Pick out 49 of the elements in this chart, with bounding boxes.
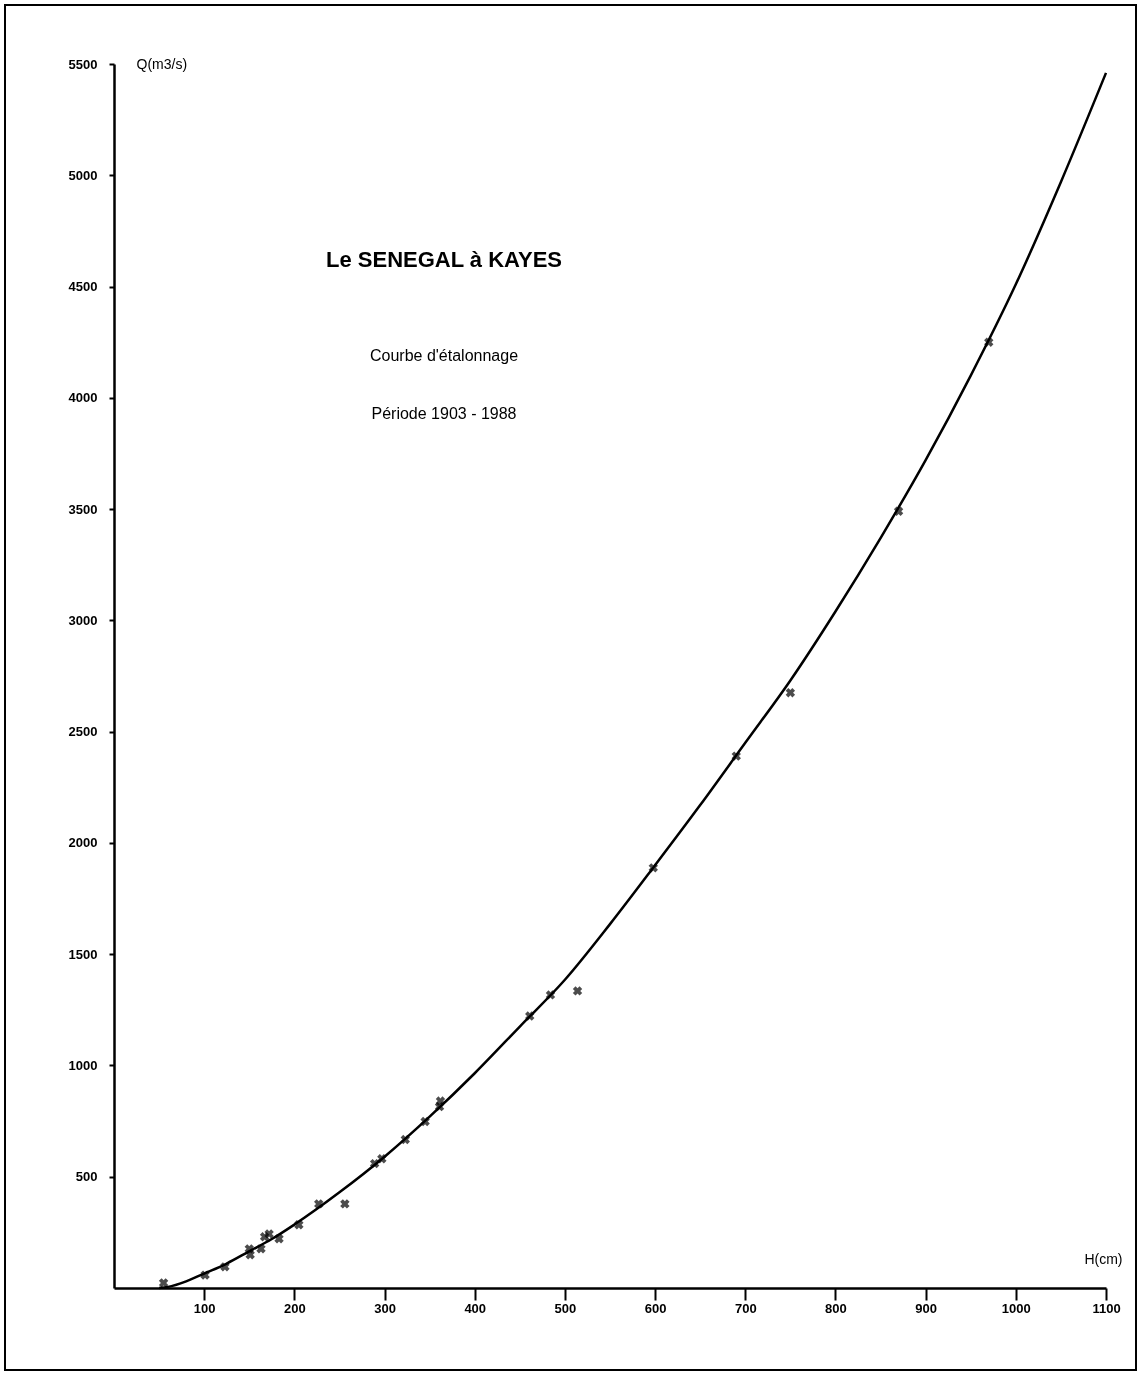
y-tick-label: 500 <box>75 1169 98 1185</box>
point <box>256 1244 266 1254</box>
point <box>340 1199 350 1209</box>
y-tick-label: 2500 <box>68 724 98 740</box>
x-tick-label: 900 <box>915 1300 937 1316</box>
point <box>245 1250 255 1260</box>
x-tick-label: 400 <box>464 1300 487 1316</box>
point <box>984 337 994 347</box>
x-tick-label: 700 <box>734 1300 757 1316</box>
text: Courbe d'étalonnage <box>369 347 519 364</box>
x-tick-label: 300 <box>374 1300 396 1316</box>
x-tick-label: 1000 <box>1001 1300 1031 1316</box>
point <box>572 986 583 996</box>
y-tick-label: 5500 <box>68 56 98 72</box>
x-axis-title: H(cm) <box>1084 1250 1123 1267</box>
point <box>377 1154 387 1164</box>
y-tick-label: 1500 <box>68 946 98 962</box>
x-tick-label: 500 <box>554 1300 577 1316</box>
y-tick-label: 3500 <box>68 501 98 517</box>
y-tick-label: 2000 <box>68 835 98 851</box>
x-tick-label: 200 <box>284 1300 306 1316</box>
y-tick-label: 1000 <box>68 1057 98 1073</box>
point <box>294 1220 304 1230</box>
point <box>435 1096 446 1106</box>
y-tick-label: 4000 <box>68 390 98 406</box>
point <box>525 1011 535 1021</box>
point <box>220 1262 230 1272</box>
point <box>785 688 796 698</box>
x-tick-label: 100 <box>193 1300 216 1316</box>
point <box>731 751 741 761</box>
point <box>400 1134 410 1145</box>
point <box>158 1278 169 1288</box>
point <box>420 1116 430 1127</box>
x-tick-label: 800 <box>825 1300 847 1316</box>
point <box>545 990 556 1000</box>
annotation: Période 1903 - 1988 <box>371 405 517 422</box>
point <box>264 1229 274 1239</box>
point <box>200 1270 210 1280</box>
y-tick-label: 3000 <box>68 612 98 628</box>
y-tick-label: 5000 <box>68 167 98 183</box>
point <box>893 506 904 517</box>
y-tick-label: 4500 <box>68 279 98 295</box>
point <box>274 1234 284 1244</box>
y-axis-title: Q(m3/s) <box>136 55 188 72</box>
x-tick-label: 600 <box>644 1300 667 1316</box>
x-tick-label: 1100 <box>1092 1300 1121 1316</box>
point <box>648 863 658 873</box>
point <box>314 1199 324 1209</box>
text: Le SENEGAL à KAYES <box>326 247 562 272</box>
